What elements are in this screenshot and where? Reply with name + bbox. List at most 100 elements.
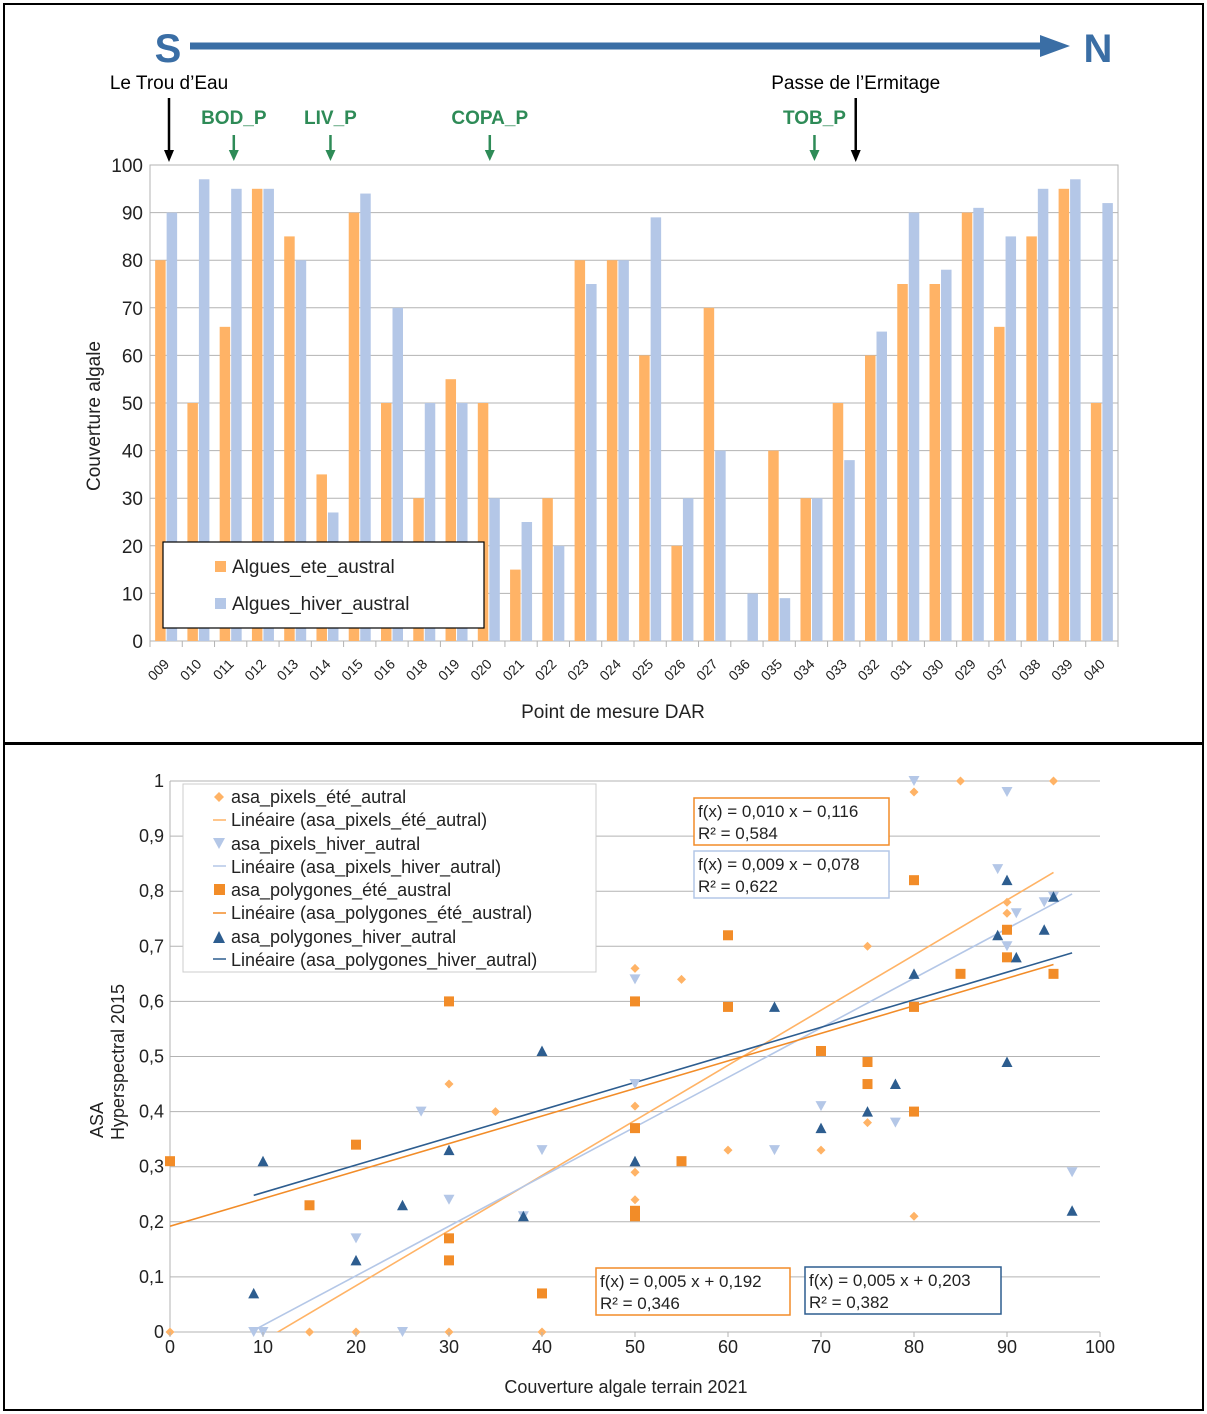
point-triangle-down	[629, 974, 641, 985]
bar-ete-030	[929, 284, 941, 641]
bar-x-tick-label: 036	[725, 656, 753, 684]
bar-hiver-021	[521, 522, 533, 641]
bar-x-tick-label: 026	[661, 656, 689, 684]
point-triangle-up	[1001, 874, 1013, 886]
bar-hiver-020	[489, 498, 500, 641]
point-diamond	[1002, 908, 1012, 918]
annotation-label: Le Trou d’Eau	[110, 73, 228, 94]
point-triangle-up	[1066, 1205, 1078, 1216]
bar-hiver-012	[263, 188, 274, 642]
scatter-y-tick-label: 0,2	[139, 1212, 164, 1232]
direction-arrow-head	[1040, 35, 1070, 57]
point-triangle-down	[350, 1233, 362, 1244]
bar-x-tick-label: 032	[854, 656, 882, 684]
bar-y-tick-label: 30	[122, 489, 143, 510]
point-square	[1002, 924, 1012, 935]
point-triangle-up	[536, 1045, 548, 1056]
annotation-arrow-head	[228, 150, 239, 161]
bar-ete-012	[251, 188, 263, 642]
point-square	[909, 1106, 919, 1117]
bar-x-tick-label: 035	[757, 656, 785, 684]
point-square	[862, 1079, 873, 1090]
equation-box-pixels-hiver: f(x) = 0,009 x − 0,078 R² = 0,622	[693, 850, 890, 899]
point-triangle-down	[1001, 941, 1013, 952]
scatter-y-tick-label: 0,9	[139, 826, 164, 846]
bar-x-tick-label: 023	[564, 656, 592, 684]
legend-label-polygones-ete: asa_polygones_été_austral	[231, 880, 451, 901]
legend-label-ete: Algues_ete_austral	[232, 557, 395, 578]
point-square	[630, 996, 640, 1007]
point-square	[723, 930, 733, 941]
point-square	[909, 875, 919, 886]
bar-hiver-009	[166, 212, 178, 641]
bar-x-tick-label: 018	[403, 656, 431, 684]
scatter-x-tick-label: 10	[253, 1337, 273, 1357]
point-square	[1002, 952, 1012, 963]
point-triangle-down	[889, 1117, 901, 1128]
bar-ete-015	[348, 212, 360, 641]
r2-pixels-hiver: R² = 0,622	[698, 877, 778, 896]
bar-hiver-026	[682, 498, 694, 641]
equation-box-pixels-ete: f(x) = 0,010 x − 0,116 R² = 0,584	[693, 797, 890, 846]
bar-hiver-013	[295, 260, 307, 641]
bar-hiver-011	[231, 188, 242, 642]
bar-ete-013	[284, 236, 295, 641]
scatter-y-tick-label: 0,8	[139, 881, 164, 901]
bar-x-tick-label: 019	[435, 656, 463, 684]
bar-hiver-018	[424, 403, 436, 641]
annotation-arrow-head	[484, 150, 495, 161]
bar-x-tick-label: 027	[693, 656, 721, 684]
point-diamond	[863, 941, 872, 951]
equation-boxes: f(x) = 0,010 x − 0,116 R² = 0,584 f(x) =…	[595, 797, 1002, 1316]
legend-label-polygones-hiver: asa_polygones_hiver_autral	[231, 927, 456, 948]
bar-x-tick-label: 040	[1080, 656, 1108, 684]
scatter-y-tick-label: 0,1	[139, 1267, 164, 1287]
bar-ete-024	[606, 260, 618, 641]
bar-ete-040	[1090, 403, 1102, 641]
point-square	[351, 1139, 361, 1150]
point-triangle-up	[629, 1155, 641, 1167]
point-square	[723, 1001, 733, 1012]
bar-x-tick-label: 010	[177, 656, 205, 684]
scatter-y-axis-title-line1: ASA	[87, 1102, 107, 1138]
point-triangle-up	[992, 929, 1004, 941]
scatter-y-tick-label: 0,4	[139, 1102, 164, 1122]
bar-ete-034	[800, 498, 811, 641]
scatter-y-tick-label: 0	[154, 1322, 164, 1342]
bar-hiver-035	[779, 598, 791, 641]
scatter-legend-box	[182, 783, 597, 973]
bar-x-tick-label: 030	[919, 656, 947, 684]
legend-marker-polygones-hiver	[213, 931, 225, 943]
direction-arrow: S N	[155, 27, 1113, 71]
point-triangle-up	[815, 1122, 827, 1134]
bar-hiver-015	[360, 193, 371, 641]
bar-y-tick-label: 50	[122, 394, 143, 415]
bar-y-tick-label: 60	[122, 346, 143, 367]
point-triangle-up	[889, 1078, 901, 1090]
legend-label-trend-polygones-hiver: Linéaire (asa_polygones_hiver_autral)	[231, 950, 537, 971]
bar-hiver-033	[844, 460, 855, 641]
equation-pixels-hiver: f(x) = 0,009 x − 0,078	[698, 855, 860, 874]
point-square	[630, 1211, 640, 1222]
scatter-x-tick-label: 50	[625, 1337, 645, 1357]
bar-x-tick-label: 013	[273, 656, 301, 684]
bar-ete-010	[187, 403, 198, 641]
bar-ete-029	[961, 212, 973, 641]
point-square	[537, 1288, 547, 1299]
bar-y-tick-label: 10	[122, 584, 143, 605]
point-triangle-down	[248, 1327, 260, 1337]
trendline-2	[170, 963, 1054, 1227]
point-triangle-down	[1010, 908, 1022, 919]
point-triangle-down	[536, 1145, 548, 1156]
bar-ete-033	[832, 403, 844, 641]
scatter-x-tick-label: 100	[1085, 1337, 1115, 1357]
equation-pixels-ete: f(x) = 0,010 x − 0,116	[698, 802, 858, 821]
bar-ete-026	[671, 545, 682, 641]
scatter-x-tick-label: 0	[165, 1337, 175, 1357]
bar-y-tick-label: 70	[122, 299, 143, 320]
point-diamond	[630, 1167, 640, 1177]
bar-x-tick-label: 038	[1016, 656, 1044, 684]
bar-hiver-037	[1005, 236, 1017, 641]
bar-ete-037	[994, 326, 1005, 641]
point-square	[1048, 968, 1059, 979]
